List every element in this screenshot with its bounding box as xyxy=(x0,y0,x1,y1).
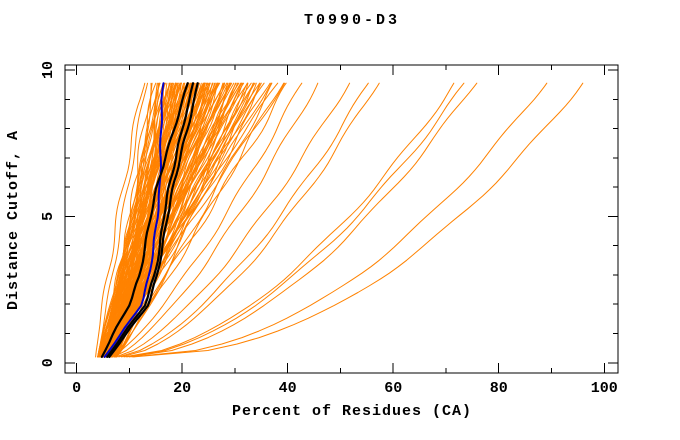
outlier-model-curve xyxy=(95,82,146,358)
outlier-model-curve xyxy=(133,82,584,358)
y-tick-label: 5 xyxy=(40,212,57,221)
model-curve xyxy=(103,82,158,358)
outlier-model-curve xyxy=(131,82,548,358)
plot-frame xyxy=(64,64,619,374)
black-model-1 xyxy=(100,82,189,358)
blue-model xyxy=(103,82,165,358)
y-tick-label: 0 xyxy=(40,358,57,367)
x-axis-label: Percent of Residues (CA) xyxy=(232,403,472,420)
outlier-model-curve xyxy=(110,82,303,358)
black-model-3 xyxy=(108,82,199,358)
outlier-model-curve xyxy=(113,82,319,358)
outlier-model-curve xyxy=(128,82,478,358)
model-curve xyxy=(97,82,178,358)
outlier-model-curve xyxy=(118,82,369,358)
x-tick-label: 0 xyxy=(72,380,81,397)
outlier-model-curve xyxy=(126,82,465,358)
model-curve xyxy=(116,82,273,358)
x-tick-label: 60 xyxy=(384,380,402,397)
outlier-model-curve xyxy=(121,82,380,358)
model-curve xyxy=(112,82,285,358)
model-curve xyxy=(110,82,206,358)
model-curve xyxy=(97,82,148,358)
x-tick-label: 40 xyxy=(279,380,297,397)
model-curve xyxy=(102,82,240,358)
model-curve xyxy=(115,82,219,358)
model-curve xyxy=(97,82,173,358)
tick-labels: 0 20 40 60 80 100 0 5 10 xyxy=(40,61,618,397)
model-curve xyxy=(107,82,272,358)
y-tick-label: 10 xyxy=(40,61,57,79)
model-curve xyxy=(98,82,198,358)
model-curve xyxy=(105,82,189,358)
x-tick-label: 100 xyxy=(591,380,618,397)
chart-title: T0990-D3 xyxy=(304,12,400,29)
outlier-model-curve xyxy=(123,82,455,358)
model-curves xyxy=(95,82,584,358)
black-model-2 xyxy=(106,82,195,358)
x-tick-label: 80 xyxy=(490,380,508,397)
outlier-model-curve xyxy=(115,82,351,358)
x-tick-label: 20 xyxy=(173,380,191,397)
y-axis-label: Distance Cutoff, A xyxy=(5,130,22,310)
